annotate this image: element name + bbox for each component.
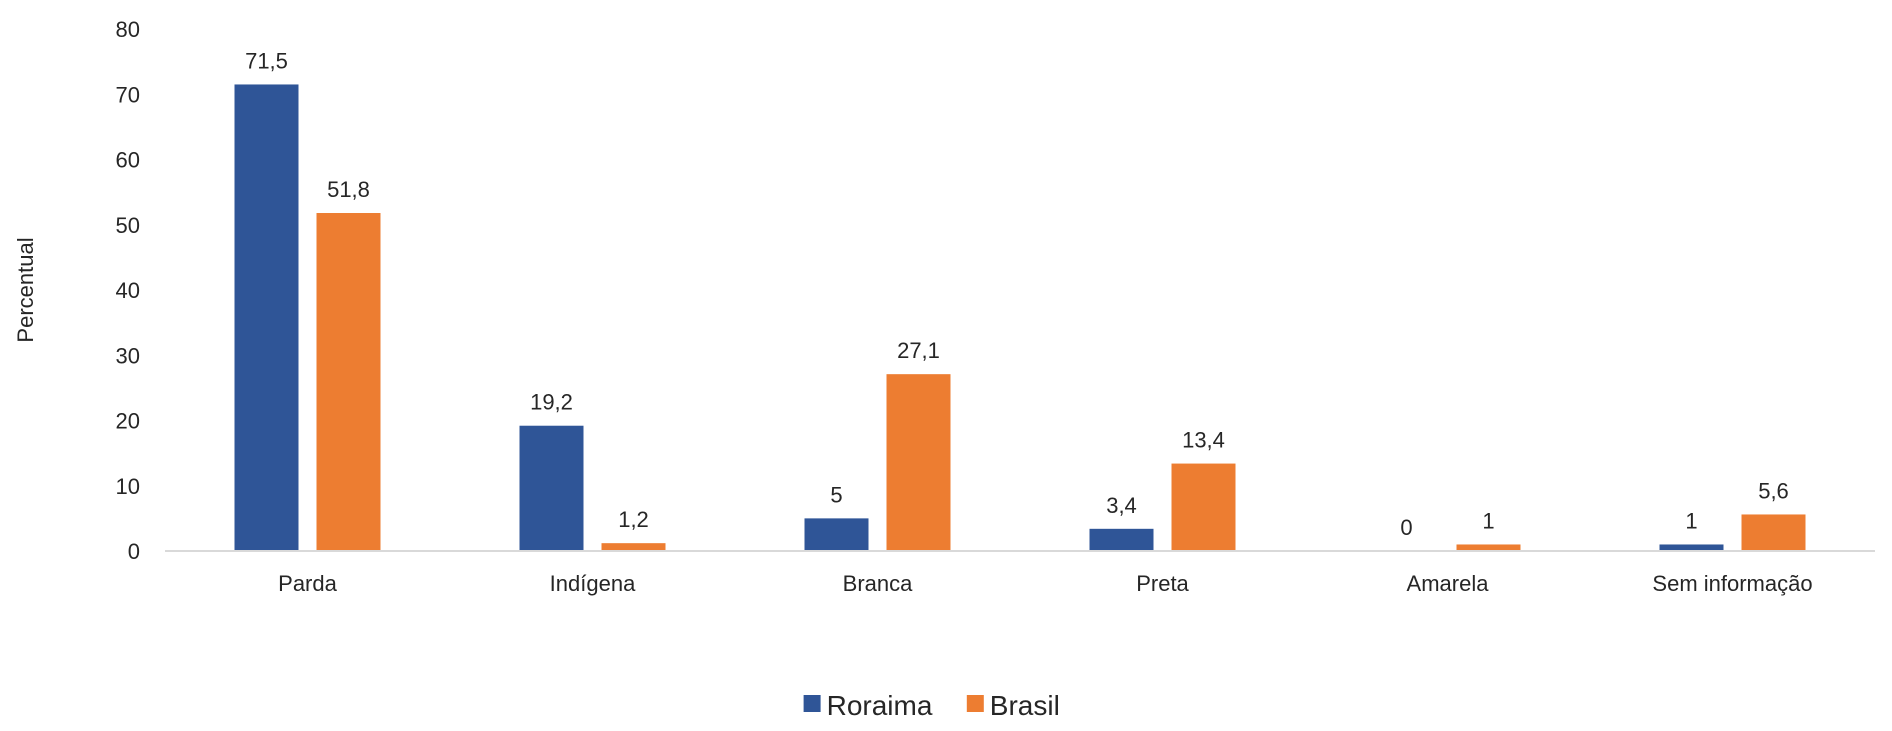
y-axis-ticks: 0 10 20 30 40 50 60 70 80 (116, 17, 140, 564)
y-tick-label: 10 (116, 474, 140, 499)
bar-brasil-4 (1456, 544, 1521, 551)
bar-brasil-3 (1171, 463, 1236, 551)
bar-roraima-0 (234, 84, 299, 552)
y-tick-label: 20 (116, 409, 140, 434)
y-axis-title: Percentual (13, 237, 38, 342)
data-label-brasil-2: 27,1 (897, 338, 940, 363)
bar-brasil-0 (316, 213, 381, 551)
bar-roraima-2 (804, 518, 869, 551)
data-label-roraima-4: 0 (1400, 515, 1412, 540)
category-label: Preta (1136, 571, 1189, 596)
category-label: Parda (278, 571, 337, 596)
legend: Roraima Brasil (803, 690, 1060, 721)
legend-label-roraima: Roraima (827, 690, 933, 721)
y-tick-label: 0 (128, 539, 140, 564)
bar-brasil-1 (601, 543, 666, 551)
data-label-brasil-1: 1,2 (618, 507, 649, 532)
category-label: Branca (843, 571, 913, 596)
legend-label-brasil: Brasil (990, 690, 1060, 721)
bars (234, 84, 1806, 552)
y-tick-label: 30 (116, 343, 140, 368)
y-tick-label: 50 (116, 213, 140, 238)
y-axis-title-group: Percentual (13, 237, 38, 342)
legend-swatch-brasil (966, 695, 984, 712)
y-tick-label: 80 (116, 17, 140, 42)
data-label-roraima-1: 19,2 (530, 390, 573, 415)
category-label: Amarela (1407, 571, 1490, 596)
data-label-roraima-3: 3,4 (1106, 493, 1137, 518)
bar-roraima-5 (1659, 544, 1724, 551)
y-tick-label: 70 (116, 82, 140, 107)
bar-roraima-1 (519, 425, 584, 551)
data-label-roraima-2: 5 (830, 482, 842, 507)
bar-brasil-2 (886, 374, 951, 551)
data-label-brasil-5: 5,6 (1758, 478, 1789, 503)
data-labels: 71,5 51,8 19,2 1,2 5 27,1 3,4 13,4 0 1 1 5,6 (245, 48, 1789, 540)
category-labels: Parda Indígena Branca Preta Amarela Sem infor… (278, 571, 1812, 596)
category-label: Sem informação (1652, 571, 1812, 596)
bar-brasil-5 (1741, 514, 1806, 551)
category-label: Indígena (550, 571, 636, 596)
legend-swatch-roraima (803, 695, 821, 712)
data-label-brasil-4: 1 (1482, 508, 1494, 533)
data-label-roraima-5: 1 (1685, 508, 1697, 533)
y-tick-label: 40 (116, 278, 140, 303)
data-label-brasil-0: 51,8 (327, 177, 370, 202)
data-label-roraima-0: 71,5 (245, 48, 288, 73)
y-tick-label: 60 (116, 148, 140, 173)
bar-roraima-3 (1089, 528, 1154, 551)
data-label-brasil-3: 13,4 (1182, 428, 1225, 453)
